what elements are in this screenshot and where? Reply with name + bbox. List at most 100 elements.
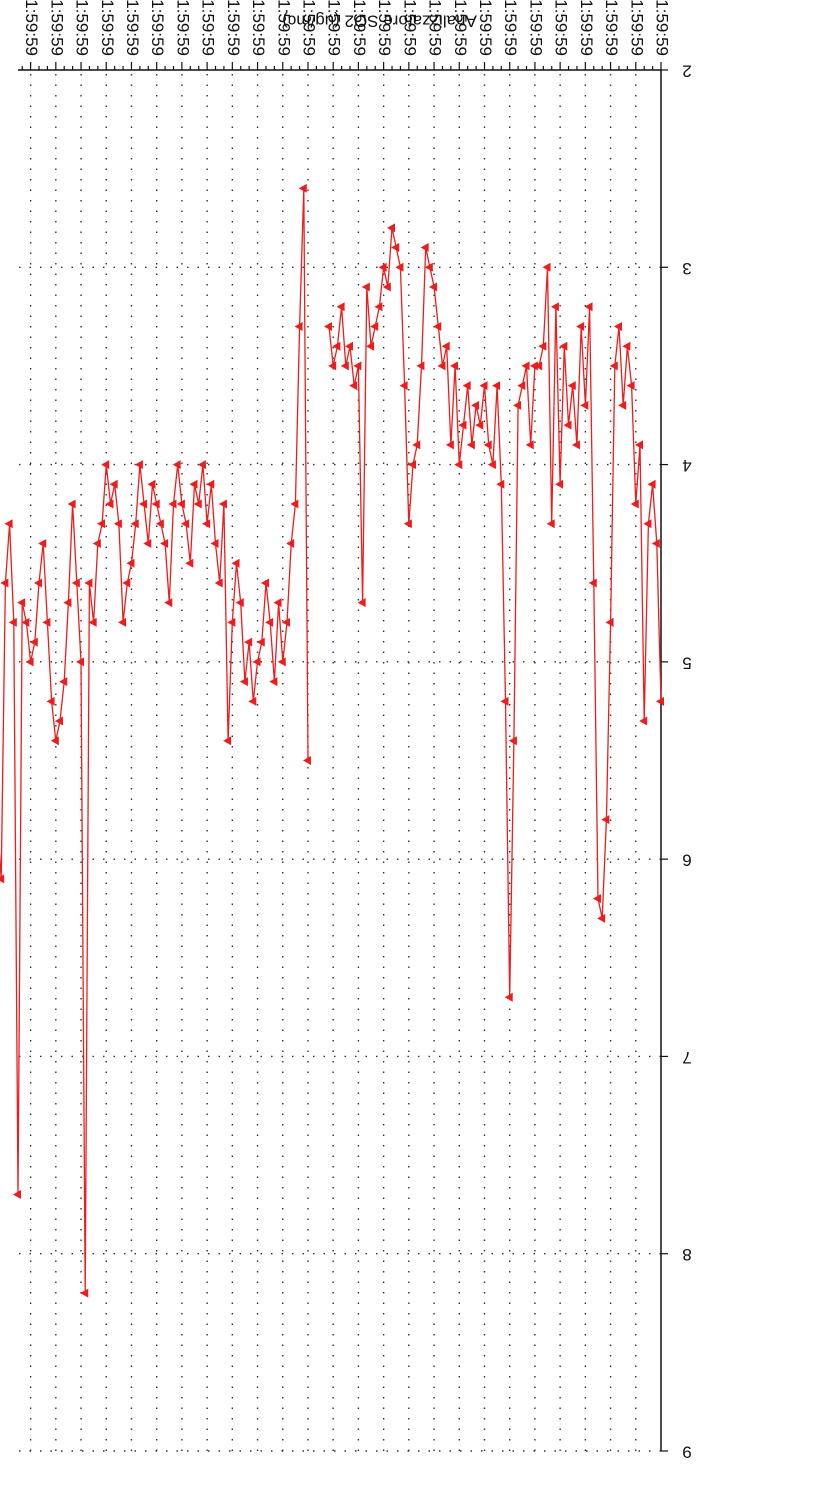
x-tick-label: 24/07/11 01:59:59 (375, 0, 394, 56)
y-tick-label: 7 (682, 1048, 691, 1067)
data-point (134, 460, 143, 470)
data-point (357, 598, 366, 608)
data-point (67, 499, 76, 509)
x-tick-label: 17/07/11 01:59:59 (552, 0, 571, 56)
y-tick-label: 2 (682, 62, 691, 81)
data-point (479, 381, 488, 391)
data-point (323, 321, 332, 331)
data-point (206, 479, 215, 489)
data-point (370, 321, 379, 331)
data-point (576, 321, 585, 331)
y-axis-title: Analizzatore SO2 (ug/mc) (282, 12, 477, 31)
data-point (244, 637, 253, 647)
data-point (391, 243, 400, 253)
data-point (454, 460, 463, 470)
data-point (4, 519, 13, 529)
data-point (42, 617, 51, 627)
x-tick-label: 07/08/11 01:59:59 (22, 0, 41, 56)
axes (18, 62, 668, 1452)
x-tick-label: 29/07/11 01:59:59 (249, 0, 268, 56)
data-point (160, 538, 169, 548)
data-point (487, 460, 496, 470)
data-point (214, 578, 223, 588)
data-point (517, 381, 526, 391)
data-point (130, 519, 139, 529)
data-point (504, 992, 513, 1002)
data-point (50, 736, 59, 746)
data-point (101, 460, 110, 470)
data-point (181, 519, 190, 529)
y-tick-label: 9 (682, 1443, 691, 1462)
x-tick-label: 14/07/11 01:59:59 (627, 0, 646, 56)
data-point (626, 381, 635, 391)
data-point (416, 361, 425, 371)
data-point (55, 716, 64, 726)
data-point (521, 361, 530, 371)
data-point (437, 361, 446, 371)
data-point (126, 558, 135, 568)
series-layer (0, 183, 664, 1298)
data-point (374, 302, 383, 312)
data-point (618, 400, 627, 410)
data-point (420, 243, 429, 253)
y-tick-label: 4 (682, 456, 691, 475)
data-point (231, 558, 240, 568)
data-point (277, 657, 286, 667)
plot-area (0, 62, 668, 1452)
data-point (197, 460, 206, 470)
data-point (332, 341, 341, 351)
data-point (445, 440, 454, 450)
data-point (328, 361, 337, 371)
x-tick-label: 26/07/11 01:59:59 (325, 0, 344, 56)
data-point (622, 341, 631, 351)
data-point (592, 894, 601, 904)
data-point (143, 538, 152, 548)
data-point (403, 519, 412, 529)
data-point (433, 321, 442, 331)
data-point (235, 598, 244, 608)
x-tick-label: 21/07/11 01:59:59 (451, 0, 470, 56)
x-tick-label: 16/07/11 01:59:59 (577, 0, 596, 56)
data-point (597, 913, 606, 923)
data-point (378, 262, 387, 272)
data-point (113, 519, 122, 529)
data-point (151, 499, 160, 509)
series-line-segment (328, 227, 662, 998)
data-point (395, 262, 404, 272)
data-point (13, 1190, 21, 1200)
x-tick-label: 13/07/11 01:59:59 (653, 0, 672, 56)
data-point (399, 381, 408, 391)
data-point (580, 400, 589, 410)
data-point (80, 1288, 89, 1298)
data-point (76, 657, 85, 667)
data-point (139, 499, 148, 509)
data-point (429, 282, 438, 292)
data-point (239, 677, 248, 687)
labels: 2 3 4 5 6 7 8 9 13/07/11 01:59:59 14/07/11 01:59:… (22, 0, 692, 1462)
data-point (265, 617, 274, 627)
y-tick-label: 6 (682, 851, 691, 870)
data-point (656, 696, 664, 706)
data-point (639, 716, 648, 726)
data-point (84, 578, 93, 588)
data-point (466, 440, 475, 450)
data-point (59, 677, 68, 687)
data-point (8, 617, 17, 627)
data-point (408, 460, 417, 470)
data-point (345, 341, 354, 351)
data-point (336, 302, 345, 312)
data-point (202, 519, 211, 529)
data-point (227, 617, 236, 627)
data-point (496, 479, 505, 489)
y-tick-label: 8 (682, 1245, 691, 1264)
data-point (0, 874, 5, 884)
x-tick-label: 06/08/11 01:59:59 (47, 0, 66, 56)
data-point (471, 400, 480, 410)
data-point (450, 361, 459, 371)
data-point (281, 617, 290, 627)
data-point (164, 598, 173, 608)
data-point (567, 381, 576, 391)
data-point (538, 341, 547, 351)
x-tick-label: 28/07/11 01:59:59 (274, 0, 293, 56)
